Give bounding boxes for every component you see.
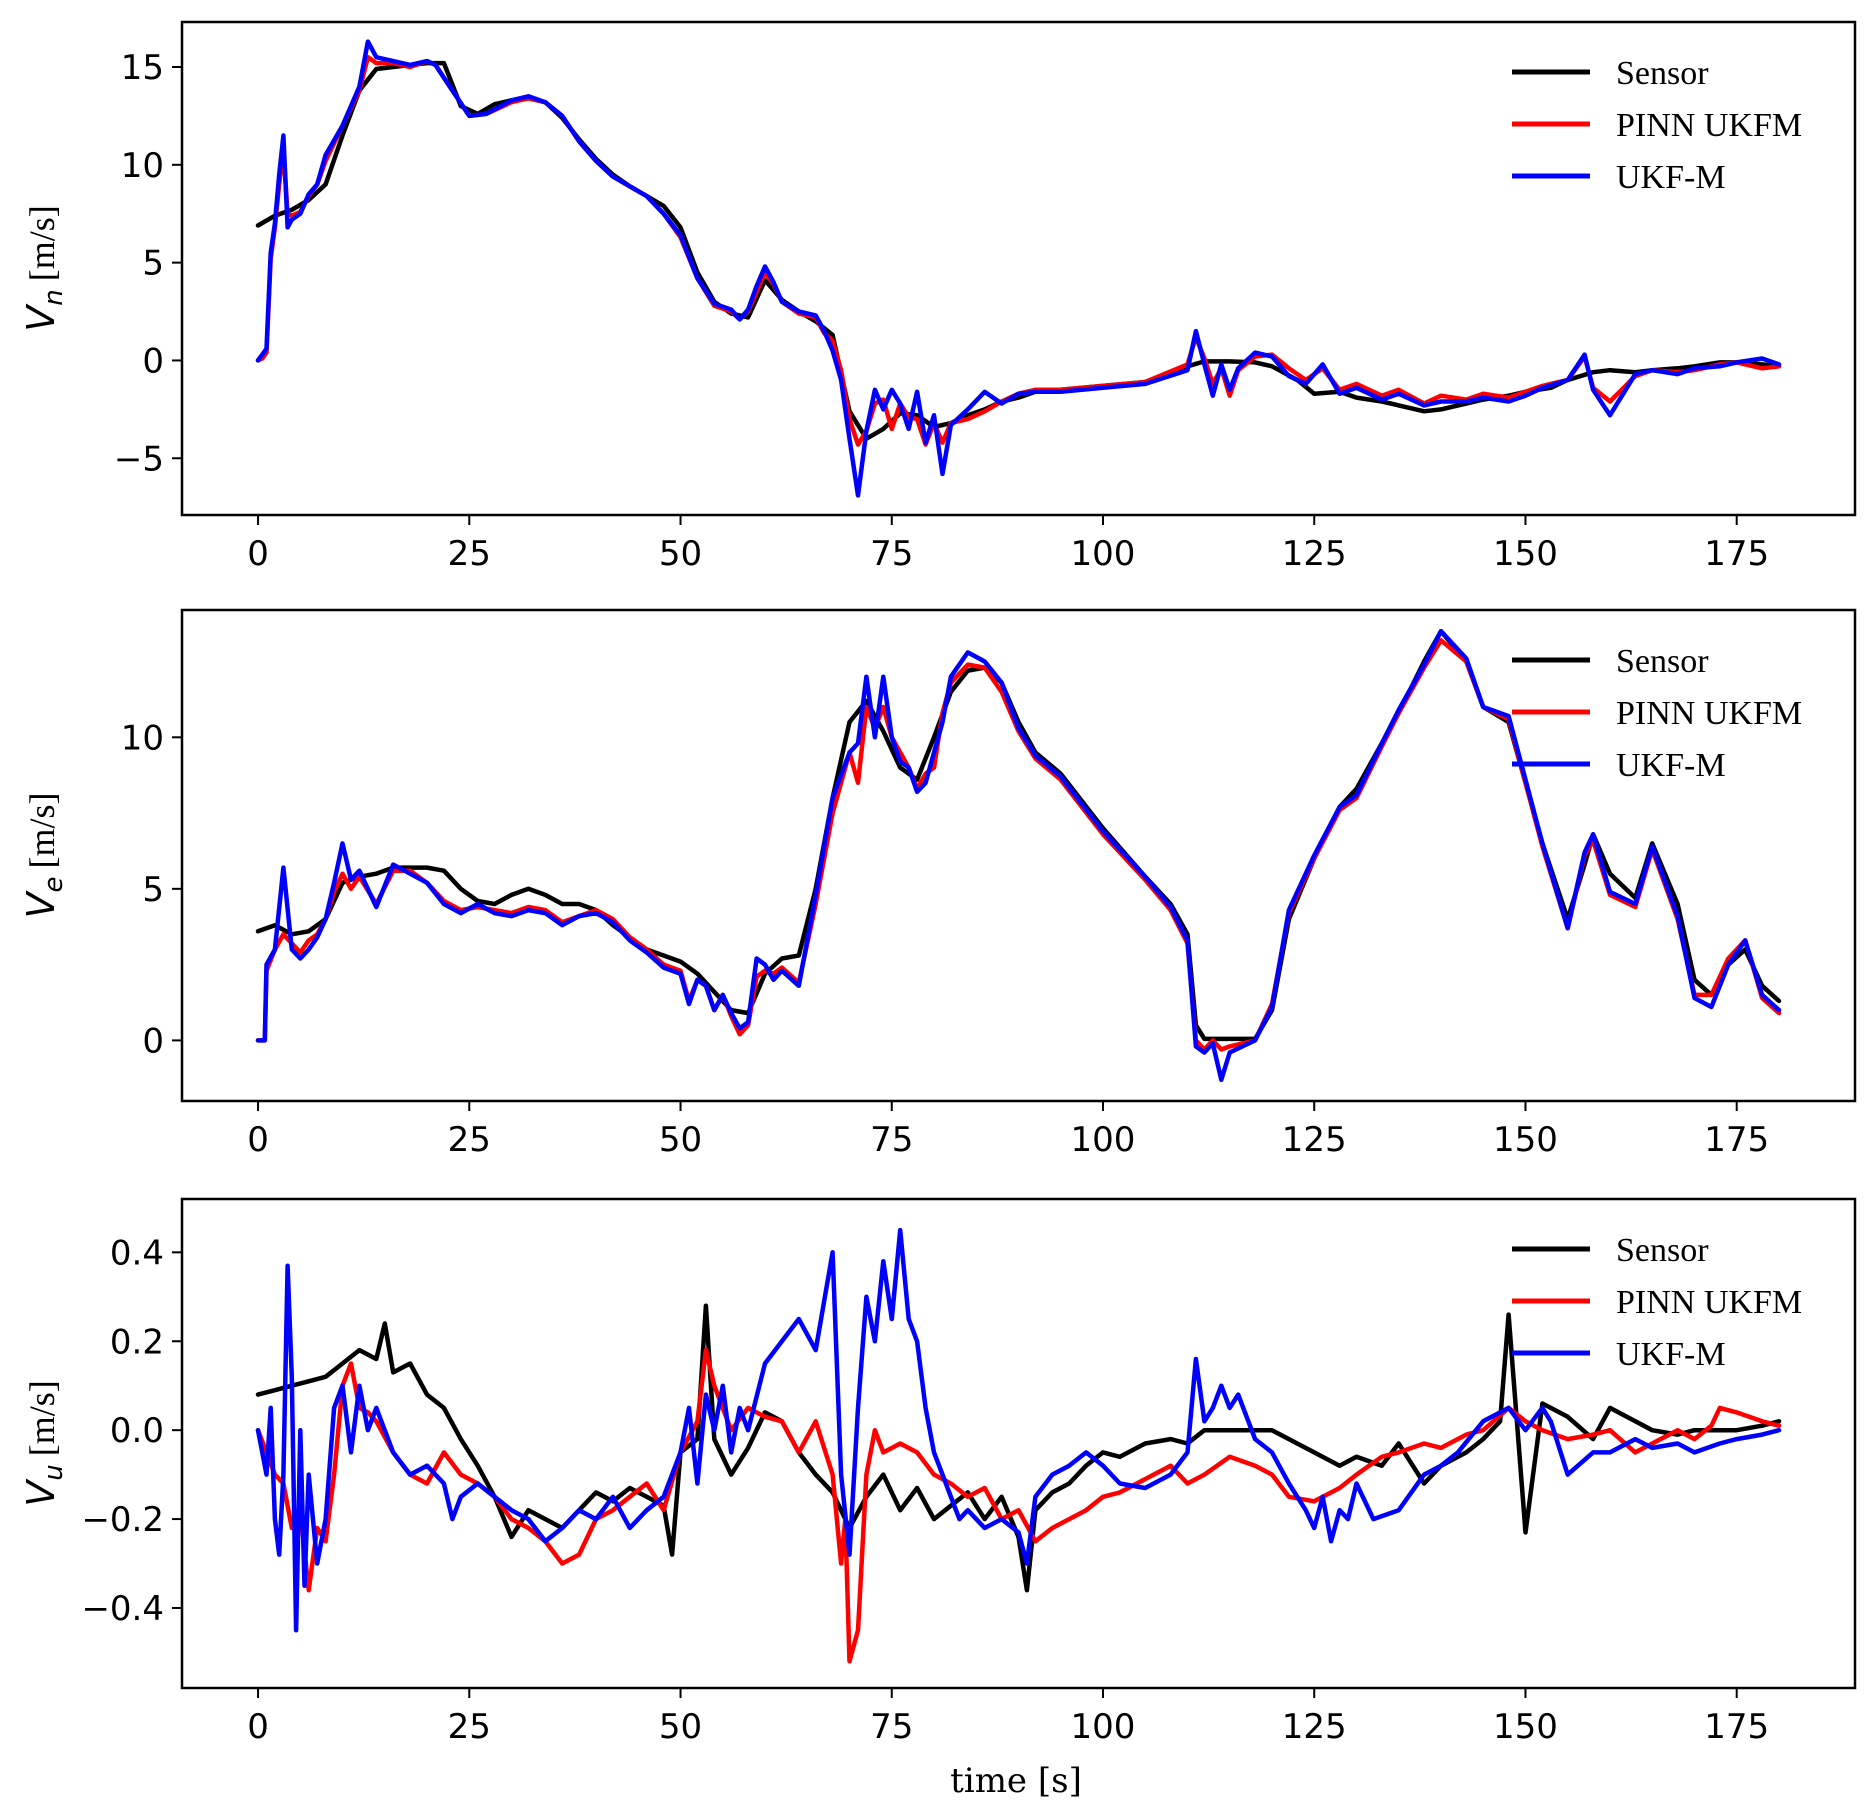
- panel-east-velocity: 0 25 50 75 100 125 150 175 0 5 10 Ve[m/s] Sensor PINN…: [19, 608, 1857, 1160]
- y-tick-label: 15: [121, 48, 164, 88]
- y-tick-label: 5: [142, 870, 164, 910]
- x-tick-label: 150: [1493, 534, 1558, 574]
- y-tick-label: 5: [142, 244, 164, 284]
- x-tick-label: 125: [1282, 534, 1347, 574]
- x-tick-label: 75: [870, 1707, 913, 1747]
- series-group: [255, 39, 1782, 498]
- y-tick-label: −0.2: [81, 1500, 164, 1540]
- x-tick-label: 25: [448, 1707, 491, 1747]
- x-tick-label: 0: [247, 1120, 269, 1160]
- legend-label: UKF-M: [1616, 159, 1726, 196]
- y-axis-label: Ve[m/s]: [19, 793, 69, 919]
- y-tick-label: 10: [121, 718, 164, 758]
- x-tick-label: 0: [247, 1707, 269, 1747]
- x-tick-label: 100: [1071, 1120, 1136, 1160]
- legend: Sensor PINN UKFM UKF-M: [1512, 55, 1802, 196]
- series-line-ukf-m: [255, 39, 1782, 498]
- x-axis-label: time [s]: [950, 1761, 1082, 1801]
- legend: Sensor PINN UKFM UKF-M: [1512, 1232, 1802, 1373]
- y-tick-label: 0.2: [110, 1322, 164, 1362]
- series-line-ukf-m: [255, 628, 1782, 1083]
- x-tick-label: 175: [1704, 534, 1769, 574]
- panel-up-velocity: 0 25 50 75 100 125 150 175 −0.4 −0.2 0.0 0.2 0.4 Vu[m…: [19, 1197, 1857, 1747]
- panel-north-velocity: 0 25 50 75 100 125 150 175 −5 0 5 10 15 Vn[m/s] Sensor…: [19, 20, 1857, 574]
- x-tick-label: 175: [1704, 1707, 1769, 1747]
- series-group: [255, 1227, 1782, 1664]
- y-tick-label: −0.4: [81, 1589, 164, 1629]
- axes-frame: [180, 608, 1857, 1103]
- legend-label: Sensor: [1616, 1232, 1709, 1269]
- x-tick-label: 175: [1704, 1120, 1769, 1160]
- y-tick-label: 0: [142, 1021, 164, 1061]
- x-tick-label: 100: [1071, 1707, 1136, 1747]
- series-group: [255, 628, 1782, 1083]
- y-tick-label: 0.0: [110, 1411, 164, 1451]
- x-tick-label: 125: [1282, 1707, 1347, 1747]
- legend-label: Sensor: [1616, 643, 1709, 680]
- legend-label: PINN UKFM: [1616, 695, 1802, 732]
- x-tick-label: 50: [659, 1120, 702, 1160]
- axes-frame: [180, 1197, 1857, 1690]
- y-axis-label: Vn[m/s]: [19, 205, 69, 331]
- x-tick-label: 25: [448, 534, 491, 574]
- series-line-sensor: [255, 1303, 1782, 1593]
- x-tick-label: 125: [1282, 1120, 1347, 1160]
- axes-frame: [180, 20, 1857, 517]
- x-tick-label: 75: [870, 1120, 913, 1160]
- series-line-ukf-m: [255, 1227, 1782, 1633]
- y-tick-label: 0: [142, 341, 164, 381]
- legend-label: UKF-M: [1616, 1336, 1726, 1373]
- series-line-pinn-ukfm: [255, 638, 1782, 1052]
- x-tick-label: 75: [870, 534, 913, 574]
- legend-label: UKF-M: [1616, 747, 1726, 784]
- x-tick-label: 150: [1493, 1120, 1558, 1160]
- x-tick-label: 25: [448, 1120, 491, 1160]
- series-line-sensor: [255, 628, 1782, 1042]
- y-tick-label: −5: [114, 439, 164, 479]
- series-line-pinn-ukfm: [255, 1347, 1782, 1664]
- legend: Sensor PINN UKFM UKF-M: [1512, 643, 1802, 784]
- x-tick-label: 150: [1493, 1707, 1558, 1747]
- legend-label: PINN UKFM: [1616, 107, 1802, 144]
- legend-label: PINN UKFM: [1616, 1284, 1802, 1321]
- y-tick-label: 10: [121, 146, 164, 186]
- x-tick-label: 0: [247, 534, 269, 574]
- y-tick-label: 0.4: [110, 1233, 164, 1273]
- x-tick-label: 50: [659, 1707, 702, 1747]
- x-tick-label: 100: [1071, 534, 1136, 574]
- legend-label: Sensor: [1616, 55, 1709, 92]
- y-axis-label: Vu[m/s]: [19, 1380, 69, 1506]
- x-tick-label: 50: [659, 534, 702, 574]
